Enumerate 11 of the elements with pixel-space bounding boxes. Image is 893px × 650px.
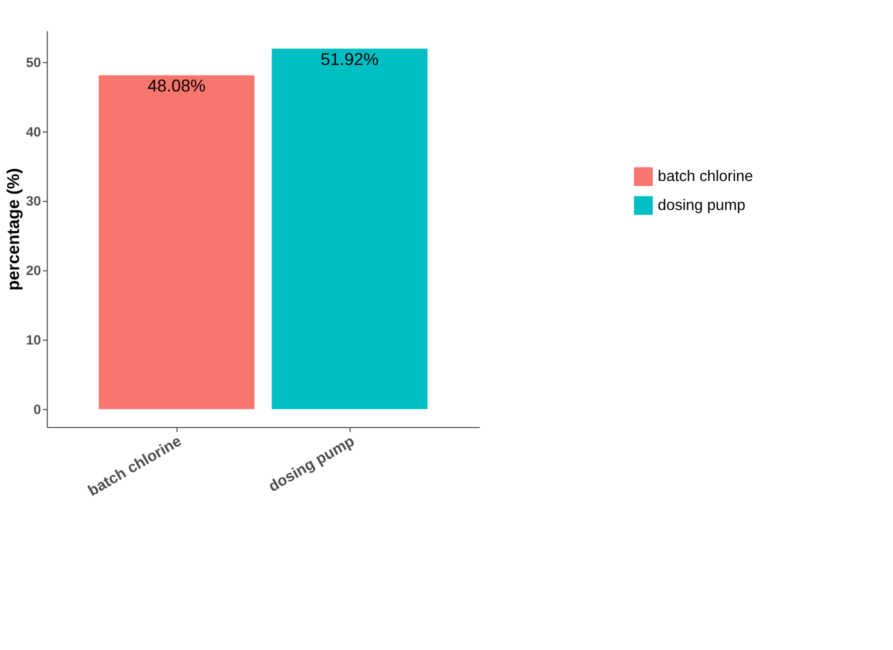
y-tick-label: 20 (26, 263, 41, 278)
data-label: 51.92% (320, 50, 379, 69)
data-label: 48.08% (148, 76, 206, 96)
y-tick-label: 50 (26, 54, 41, 70)
y-tick-label: 10 (26, 332, 41, 348)
y-axis-title: percentage (%) (4, 168, 23, 291)
y-tick-label: 30 (26, 194, 41, 209)
legend-label: dosing pump (658, 196, 746, 214)
y-tick-label: 40 (26, 124, 41, 140)
y-tick-label: 0 (33, 402, 41, 418)
legend-label: batch chlorine (658, 168, 754, 186)
